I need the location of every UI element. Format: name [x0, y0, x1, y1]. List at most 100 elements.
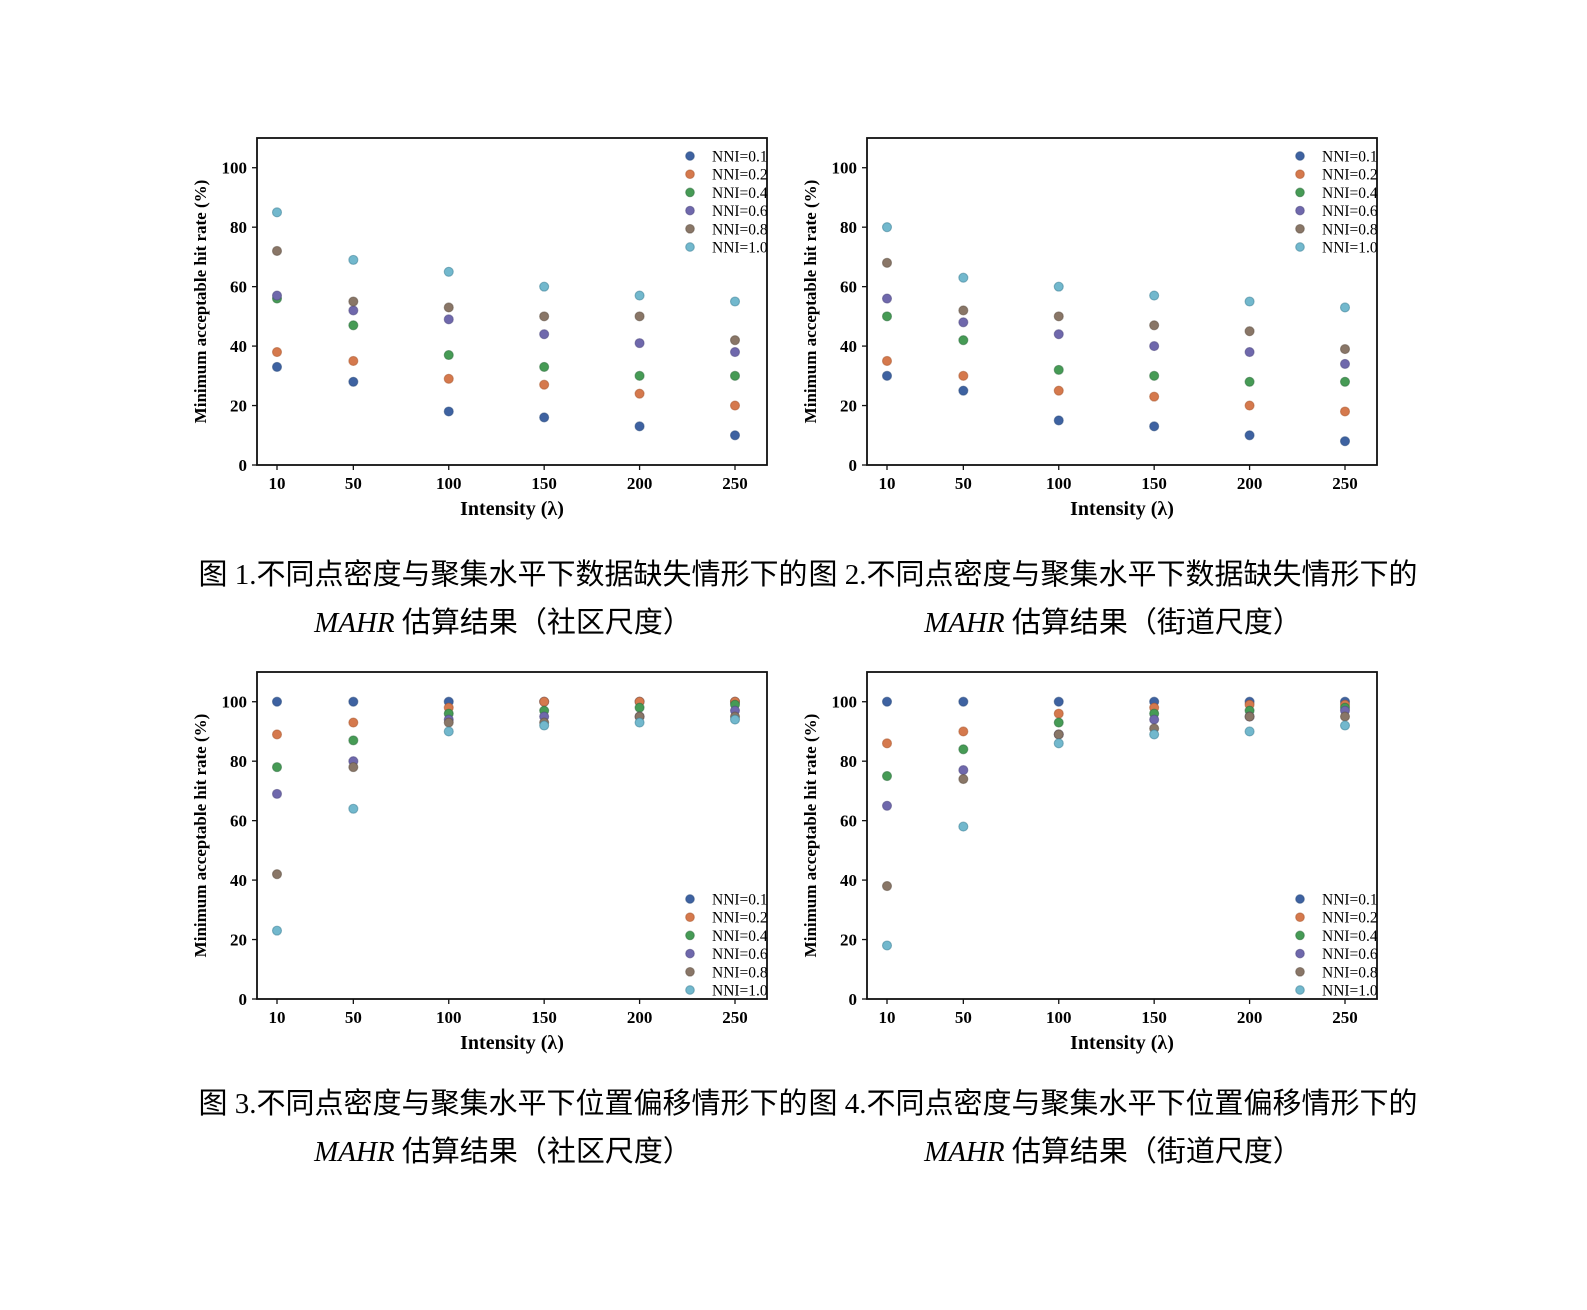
legend-label: NNI=0.4	[1322, 928, 1378, 945]
data-point	[1053, 329, 1064, 340]
data-point	[881, 880, 893, 892]
scatter-chart-3: 0 20 40 60 80 100 10 50 100 150 200 250 Intensity (λ…	[191, 671, 768, 1054]
y-axis-tick-label: 60	[230, 278, 247, 297]
data-point	[348, 762, 359, 773]
legend-label: NNI=0.6	[1322, 946, 1378, 963]
legend-marker	[1295, 912, 1305, 923]
data-point	[271, 245, 283, 257]
x-axis-tick-label: 100	[1046, 474, 1072, 493]
data-point	[1244, 711, 1255, 722]
x-axis-tick-label: 250	[722, 474, 748, 493]
legend-label: NNI=0.1	[712, 149, 768, 166]
data-point	[271, 207, 283, 218]
series-NNI=0.6	[271, 705, 741, 799]
figure-2-caption: 图 2.不同点密度与聚集水平下数据缺失情形下的 MAHR 估算结果（街道尺度）	[788, 551, 1438, 647]
x-axis-tick-label: 200	[627, 1008, 653, 1027]
legend-marker	[1295, 187, 1305, 198]
legend-label: NNI=0.1	[712, 892, 768, 909]
y-axis-tick-label: 40	[840, 337, 857, 356]
figure-2-caption-line2-rest: 估算结果（街道尺度）	[1004, 607, 1302, 639]
data-point	[881, 293, 893, 304]
data-point	[539, 412, 550, 423]
legend-marker	[685, 894, 695, 904]
legend-marker	[1295, 242, 1305, 252]
data-point	[443, 314, 454, 325]
data-point	[1053, 281, 1064, 292]
series-NNI=0.8	[881, 711, 1351, 892]
plot-area-border	[866, 137, 1378, 466]
legend-marker	[685, 223, 695, 234]
legend-label: NNI=0.8	[1322, 964, 1378, 981]
data-point	[443, 302, 454, 313]
legend-marker	[1295, 966, 1305, 977]
legend-label: NNI=0.1	[1322, 892, 1378, 909]
y-axis-tick-label: 40	[230, 871, 247, 890]
y-axis-tick-label: 20	[840, 397, 857, 416]
y-axis-tick-label: 40	[230, 337, 247, 356]
x-axis-tick-label: 50	[955, 474, 972, 493]
y-axis-tick-label: 40	[840, 871, 857, 890]
x-axis-label: Intensity (λ)	[1070, 498, 1174, 520]
legend-label: NNI=0.8	[712, 964, 768, 981]
figure-1: 0 20 40 60 80 100 10 50 100 150 200 250 Intensity (λ…	[185, 118, 795, 530]
x-axis-label: Intensity (λ)	[460, 1032, 564, 1054]
data-point	[634, 290, 645, 301]
data-point	[1149, 341, 1160, 352]
figure-4-caption-line2: MAHR 估算结果（街道尺度）	[788, 1128, 1438, 1176]
data-point	[1149, 714, 1160, 725]
data-point	[1149, 391, 1160, 402]
legend-label: NNI=0.2	[1322, 167, 1378, 184]
series-NNI=0.2	[881, 699, 1351, 749]
data-point	[443, 406, 454, 417]
series-NNI=1.0	[271, 207, 741, 307]
x-axis-tick-label: 150	[1141, 474, 1167, 493]
legend-label: NNI=0.4	[712, 928, 768, 945]
data-point	[1053, 738, 1064, 749]
figure-1-caption-line2-rest: 估算结果（社区尺度）	[394, 607, 692, 639]
data-point	[348, 735, 359, 746]
data-point	[1149, 290, 1160, 301]
series-NNI=1.0	[881, 222, 1351, 313]
data-point	[348, 717, 359, 728]
data-point	[958, 370, 969, 381]
legend-marker	[685, 205, 695, 216]
x-axis-tick-label: 100	[1046, 1008, 1072, 1027]
legend-marker	[1295, 930, 1305, 941]
figure-3: 0 20 40 60 80 100 10 50 100 150 200 250 Intensity (λ…	[185, 652, 795, 1064]
legend-marker	[685, 187, 695, 198]
plot-area-border	[256, 137, 768, 466]
y-axis-tick-label: 80	[230, 218, 247, 237]
x-axis-tick-label: 10	[879, 1008, 896, 1027]
data-point	[1053, 729, 1064, 740]
scatter-chart-1: 0 20 40 60 80 100 10 50 100 150 200 250 Intensity (λ…	[191, 137, 768, 520]
data-point	[1053, 311, 1064, 322]
data-point	[271, 346, 283, 358]
data-point	[634, 311, 645, 322]
data-point	[881, 770, 893, 782]
data-point	[958, 335, 969, 346]
data-point	[729, 346, 741, 358]
legend-label: NNI=0.6	[712, 203, 768, 220]
x-axis-tick-label: 250	[1332, 474, 1358, 493]
figure-4-caption: 图 4.不同点密度与聚集水平下位置偏移情形下的 MAHR 估算结果（街道尺度）	[788, 1080, 1438, 1176]
legend-marker	[1295, 151, 1305, 161]
data-point	[271, 361, 283, 372]
data-point	[634, 421, 645, 432]
data-point	[271, 788, 283, 799]
figure-1-caption: 图 1.不同点密度与聚集水平下数据缺失情形下的 MAHR 估算结果（社区尺度）	[178, 551, 828, 647]
data-point	[881, 940, 893, 951]
y-axis-tick-label: 100	[832, 693, 858, 712]
y-axis-tick-label: 80	[840, 218, 857, 237]
mahr-italic-text: MAHR	[924, 607, 1005, 639]
data-point	[729, 400, 741, 411]
data-point	[958, 317, 969, 328]
data-point	[443, 373, 454, 384]
legend-marker	[1295, 948, 1305, 959]
data-point	[881, 696, 893, 707]
figure-4: 0 20 40 60 80 100 10 50 100 150 200 250 Intensity (λ…	[795, 652, 1405, 1064]
legend-marker	[685, 930, 695, 941]
series-NNI=0.1	[271, 361, 741, 441]
y-axis-label: Minimum acceptable hit rate (%)	[801, 180, 820, 424]
data-point	[271, 729, 283, 740]
